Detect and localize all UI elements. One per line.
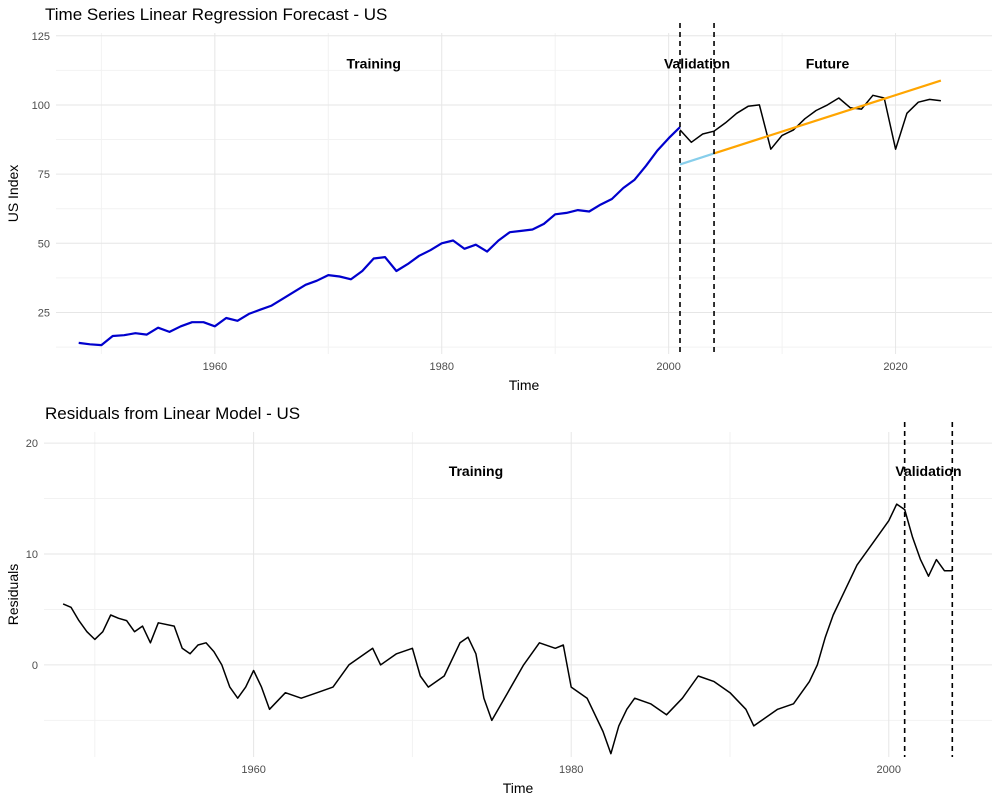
- y-tick-label: 0: [32, 660, 38, 672]
- y-axis-label: US Index: [5, 165, 21, 223]
- y-tick-label: 100: [32, 100, 50, 112]
- annotation-label: Future: [806, 55, 850, 71]
- x-tick-label: 2020: [883, 361, 907, 373]
- x-tick-label: 1980: [559, 764, 583, 776]
- x-axis-label: Time: [509, 377, 540, 393]
- series-line-0: [78, 126, 681, 347]
- residuals-chart: 1960 1980 2000 0 10 20 Time Residuals Training Va…: [5, 422, 992, 796]
- annotation-label: Training: [449, 463, 503, 479]
- y-tick-label: 10: [26, 549, 38, 561]
- x-tick-label: 2000: [656, 361, 680, 373]
- chart2-title: Residuals from Linear Model - US: [45, 404, 301, 423]
- series-line-2: [679, 152, 715, 166]
- y-tick-label: 20: [26, 438, 38, 450]
- x-tick-label: 2000: [877, 764, 901, 776]
- y-tick-label: 75: [38, 169, 50, 181]
- annotation-label: Validation: [664, 55, 730, 71]
- x-tick-label: 1960: [241, 764, 265, 776]
- y-axis-label: Residuals: [5, 564, 21, 625]
- series-line-1: [679, 94, 941, 150]
- x-tick-label: 1980: [430, 361, 454, 373]
- y-tick-label: 25: [38, 307, 50, 319]
- y-tick-label: 50: [38, 238, 50, 250]
- x-axis-label: Time: [503, 780, 534, 796]
- x-tick-label: 1960: [203, 361, 227, 373]
- annotation-label: Validation: [895, 463, 961, 479]
- series-line-3: [713, 79, 942, 155]
- series-line-0: [62, 503, 953, 755]
- forecast-chart: 1960 1980 2000 2020 25 50 75 100 125 Time US Index…: [5, 23, 992, 393]
- chart1-title: Time Series Linear Regression Forecast -…: [45, 5, 388, 24]
- annotation-label: Training: [346, 55, 400, 71]
- y-tick-label: 125: [32, 31, 50, 43]
